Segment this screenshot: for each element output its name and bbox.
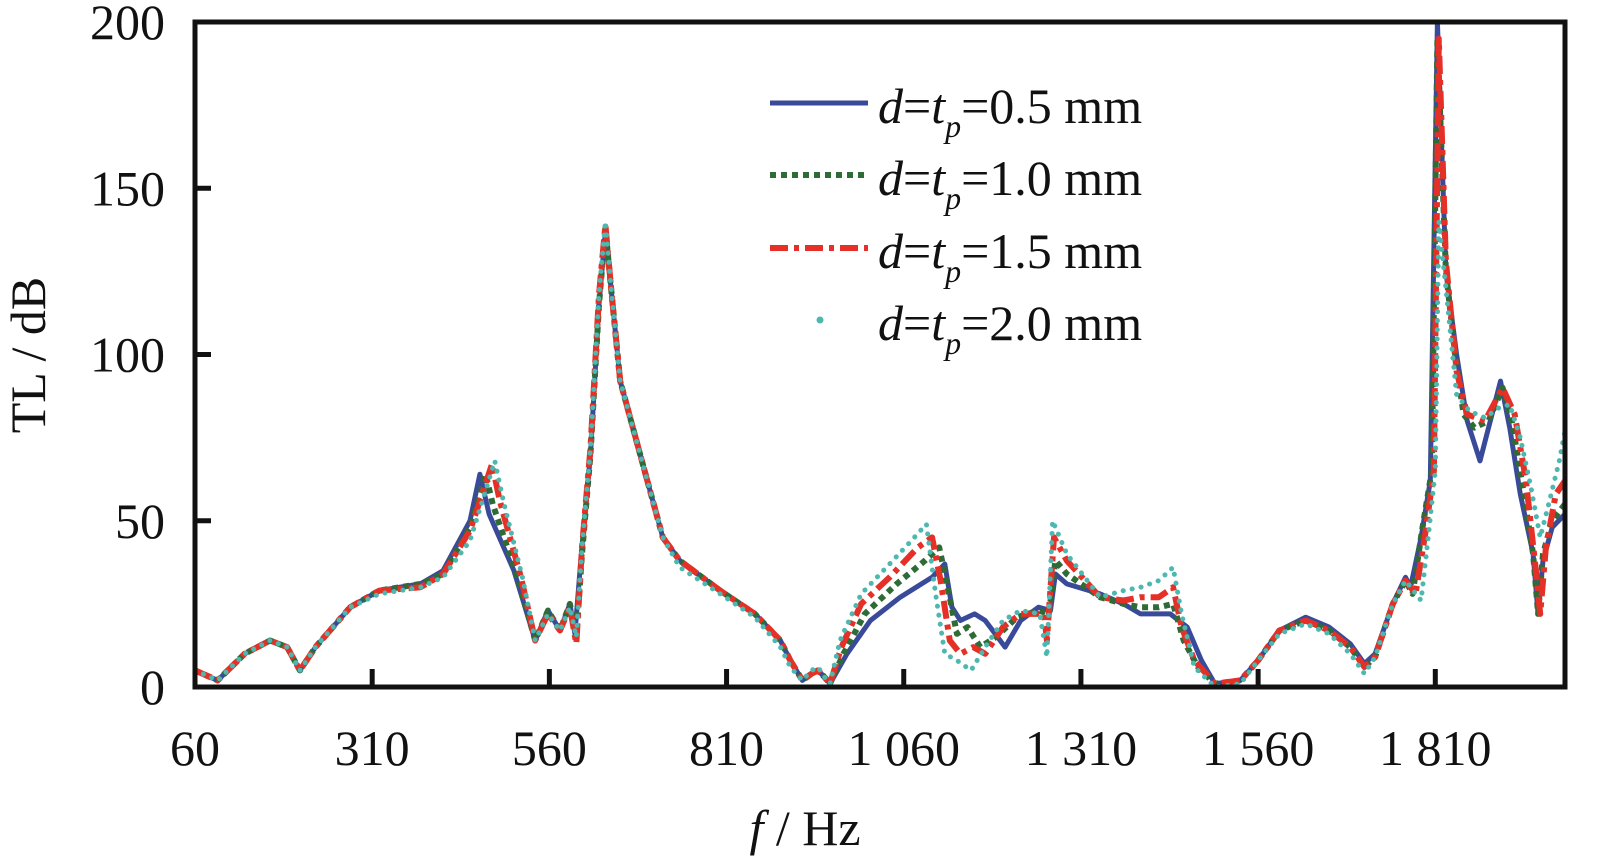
x-tick-label: 560	[512, 720, 587, 776]
x-tick-label: 60	[170, 720, 220, 776]
series-line-3	[193, 35, 1568, 687]
series-layer	[192, 19, 1568, 690]
legend-item: d=tp=2.0 mm	[816, 295, 1142, 361]
y-tick-label: 0	[140, 659, 165, 715]
y-tick-label: 100	[90, 327, 165, 383]
x-tick-label: 1 810	[1379, 720, 1492, 776]
x-axis: 60 310 560 810 1 060 1 310 1 560 1 810	[170, 669, 1492, 776]
series-line-2	[193, 35, 1568, 687]
y-tick-label: 150	[90, 160, 165, 216]
legend-swatch	[816, 316, 824, 324]
legend: d=tp=0.5 mmd=tp=1.0 mm d=tp=1.5 mmd=tp=2.…	[770, 78, 1142, 361]
legend-item: d=tp=1.0 mm	[770, 150, 1142, 216]
legend-item: d=tp=1.5 mm	[770, 223, 1142, 289]
x-tick-label: 310	[335, 720, 410, 776]
legend-label: d=tp=1.5 mm	[878, 223, 1142, 289]
legend-label: d=tp=0.5 mm	[878, 78, 1142, 144]
x-axis-title: f / Hz	[749, 800, 860, 856]
series-line-4	[192, 219, 1568, 690]
y-tick-label: 200	[90, 0, 165, 50]
legend-label: d=tp=2.0 mm	[878, 295, 1142, 361]
y-tick-label: 50	[115, 493, 165, 549]
x-tick-label: 1 310	[1025, 720, 1138, 776]
x-tick-label: 1 060	[847, 720, 960, 776]
y-axis: 0 50 100 150 200	[90, 0, 211, 715]
legend-item: d=tp=0.5 mm	[770, 78, 1142, 144]
legend-label: d=tp=1.0 mm	[878, 150, 1142, 216]
x-tick-label: 1 560	[1202, 720, 1315, 776]
y-axis-title: TL / dB	[0, 277, 56, 433]
x-tick-label: 810	[689, 720, 764, 776]
x-axis-title-unit: / Hz	[763, 800, 860, 856]
